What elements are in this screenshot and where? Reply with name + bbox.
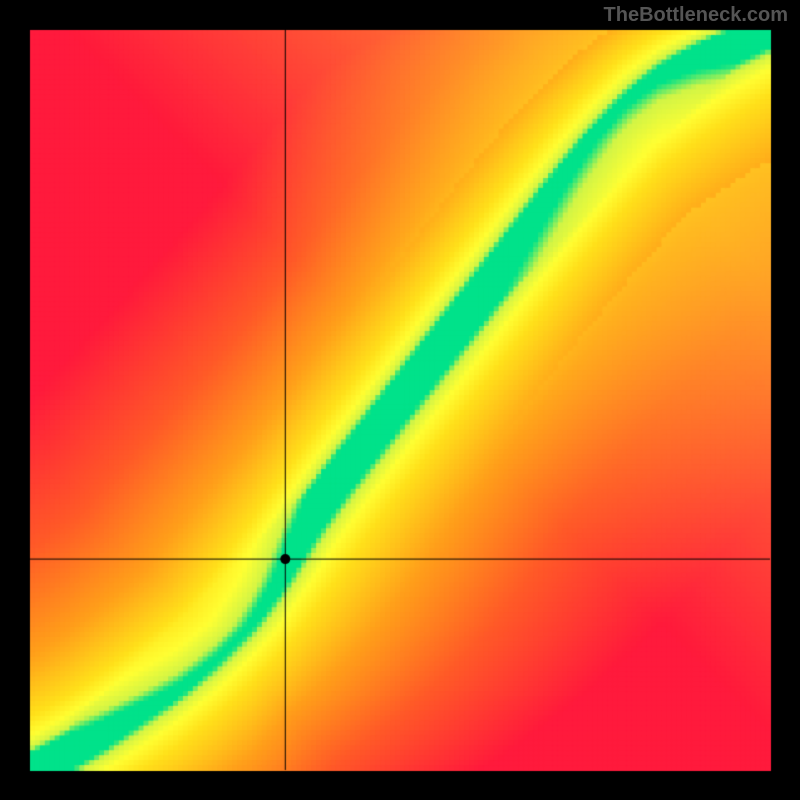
watermark-text: TheBottleneck.com [604, 4, 788, 27]
bottleneck-heatmap [0, 0, 800, 800]
chart-container: TheBottleneck.com [0, 0, 800, 800]
